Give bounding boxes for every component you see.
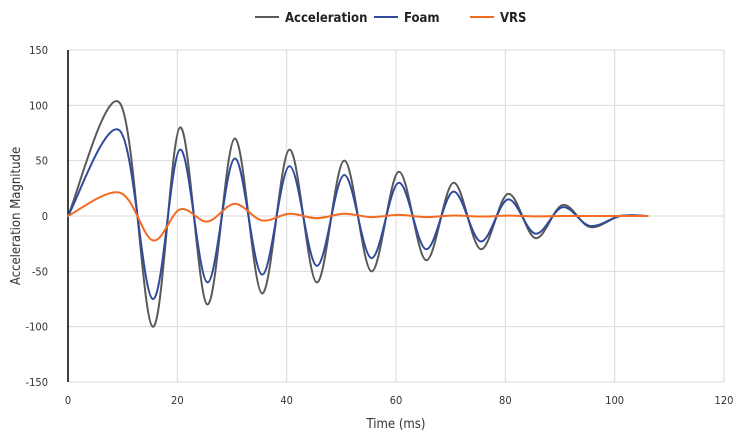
x-tick-label: 60 — [390, 394, 403, 407]
series-line-foam — [67, 128, 649, 301]
y-tick-label: 100 — [29, 99, 48, 112]
x-tick-label: 100 — [605, 394, 624, 407]
legend-label-foam: Foam — [404, 11, 440, 26]
x-tick-label: 20 — [171, 394, 184, 407]
y-axis-label: Acceleration Magnitude — [9, 147, 24, 285]
x-tick-label: 40 — [280, 394, 293, 407]
x-tick-label: 0 — [65, 394, 71, 407]
x-tick-label: 80 — [499, 394, 512, 407]
series-line-vrs — [67, 191, 649, 242]
chart-series — [67, 100, 649, 328]
x-axis-label: Time (ms) — [366, 417, 426, 432]
y-tick-label: 150 — [29, 44, 48, 57]
y-tick-label: -100 — [26, 321, 48, 334]
legend-label-vrs: VRS — [500, 11, 526, 26]
chart-axes: -150 -100 -50 0 50 100 150 0 20 40 60 80 100 120 — [26, 44, 734, 407]
y-tick-label: 50 — [35, 155, 48, 168]
y-tick-label: -50 — [32, 265, 48, 278]
x-tick-label: 120 — [715, 394, 734, 407]
legend-label-acceleration: Acceleration — [285, 11, 367, 26]
y-tick-label: 0 — [42, 210, 48, 223]
y-tick-label: -150 — [26, 376, 48, 389]
chart-legend: Acceleration Foam VRS — [255, 11, 526, 26]
